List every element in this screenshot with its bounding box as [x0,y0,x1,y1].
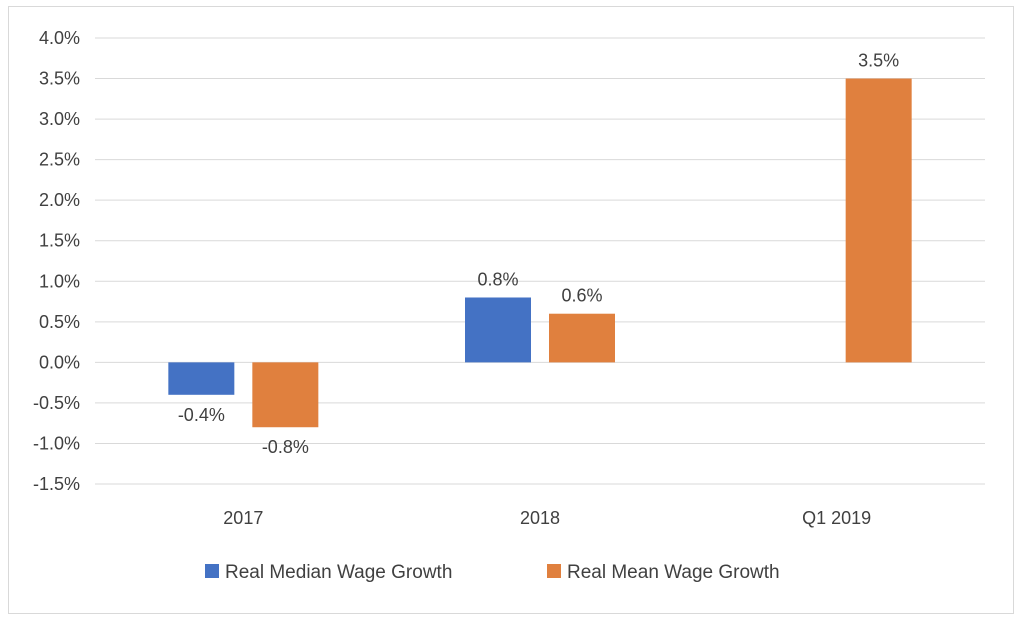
legend-label: Real Median Wage Growth [225,562,452,583]
x-tick-label: 2018 [520,508,560,528]
y-tick-label: 2.0% [39,190,80,210]
y-tick-label: 3.0% [39,109,80,129]
x-tick-label: 2017 [223,508,263,528]
data-labels: -0.4% -0.8% 0.8% 0.6% 3.5% [178,51,899,458]
bar [252,362,319,428]
legend: Real Median Wage Growth Real Mean Wage Gr… [205,562,780,583]
y-tick-label: 3.5% [39,69,80,89]
y-tick-label: -1.0% [33,433,80,453]
x-tick-label: Q1 2019 [802,508,871,528]
y-tick-label: 0.5% [39,312,80,332]
y-tick-label: 1.5% [39,231,80,251]
legend-label: Real Mean Wage Growth [567,562,780,583]
gridlines [95,37,985,485]
data-label: -0.8% [262,437,309,457]
y-tick-label: -1.5% [33,474,80,494]
y-tick-label: 2.5% [39,150,80,170]
y-tick-label: 4.0% [39,28,80,48]
bar [549,313,615,363]
y-tick-label: -0.5% [33,393,80,413]
bars [168,78,912,428]
legend-swatch [547,564,561,578]
bar [168,362,235,395]
data-label: 0.6% [561,286,602,306]
legend-swatch [205,564,219,578]
y-tick-label: 0.0% [39,352,80,372]
y-tick-label: 1.0% [39,271,80,291]
bar [845,78,912,363]
y-axis: 4.0% 3.5% 3.0% 2.5% 2.0% 1.5% 1.0% 0.5% 0.0% -0.5… [33,28,80,494]
bar [465,297,531,363]
data-label: 3.5% [858,51,899,71]
data-label: -0.4% [178,405,225,425]
data-label: 0.8% [477,269,518,289]
x-axis: 2017 2018 Q1 2019 [223,508,871,528]
